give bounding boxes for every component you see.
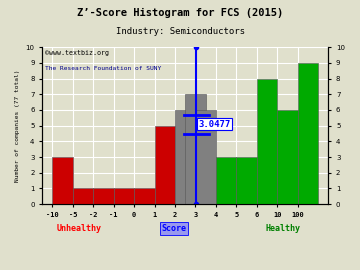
Bar xyxy=(277,110,298,204)
Bar xyxy=(175,110,195,204)
Text: Healthy: Healthy xyxy=(265,224,300,233)
Y-axis label: Number of companies (77 total): Number of companies (77 total) xyxy=(15,69,20,182)
Bar xyxy=(53,157,73,204)
Bar xyxy=(73,188,93,204)
Text: Z’-Score Histogram for FCS (2015): Z’-Score Histogram for FCS (2015) xyxy=(77,8,283,18)
Bar xyxy=(195,110,216,204)
Text: The Research Foundation of SUNY: The Research Foundation of SUNY xyxy=(45,66,161,71)
Bar xyxy=(216,157,237,204)
Bar xyxy=(185,94,206,204)
Bar xyxy=(134,188,154,204)
Bar xyxy=(298,63,318,204)
Bar xyxy=(114,188,134,204)
Bar xyxy=(237,157,257,204)
Bar xyxy=(93,188,114,204)
Text: ©www.textbiz.org: ©www.textbiz.org xyxy=(45,50,109,56)
Text: 3.0477: 3.0477 xyxy=(198,120,231,129)
Text: Industry: Semiconductors: Industry: Semiconductors xyxy=(116,27,244,36)
Bar xyxy=(257,79,277,204)
Text: Unhealthy: Unhealthy xyxy=(57,224,102,233)
Text: Score: Score xyxy=(161,224,186,233)
Bar xyxy=(154,126,175,204)
